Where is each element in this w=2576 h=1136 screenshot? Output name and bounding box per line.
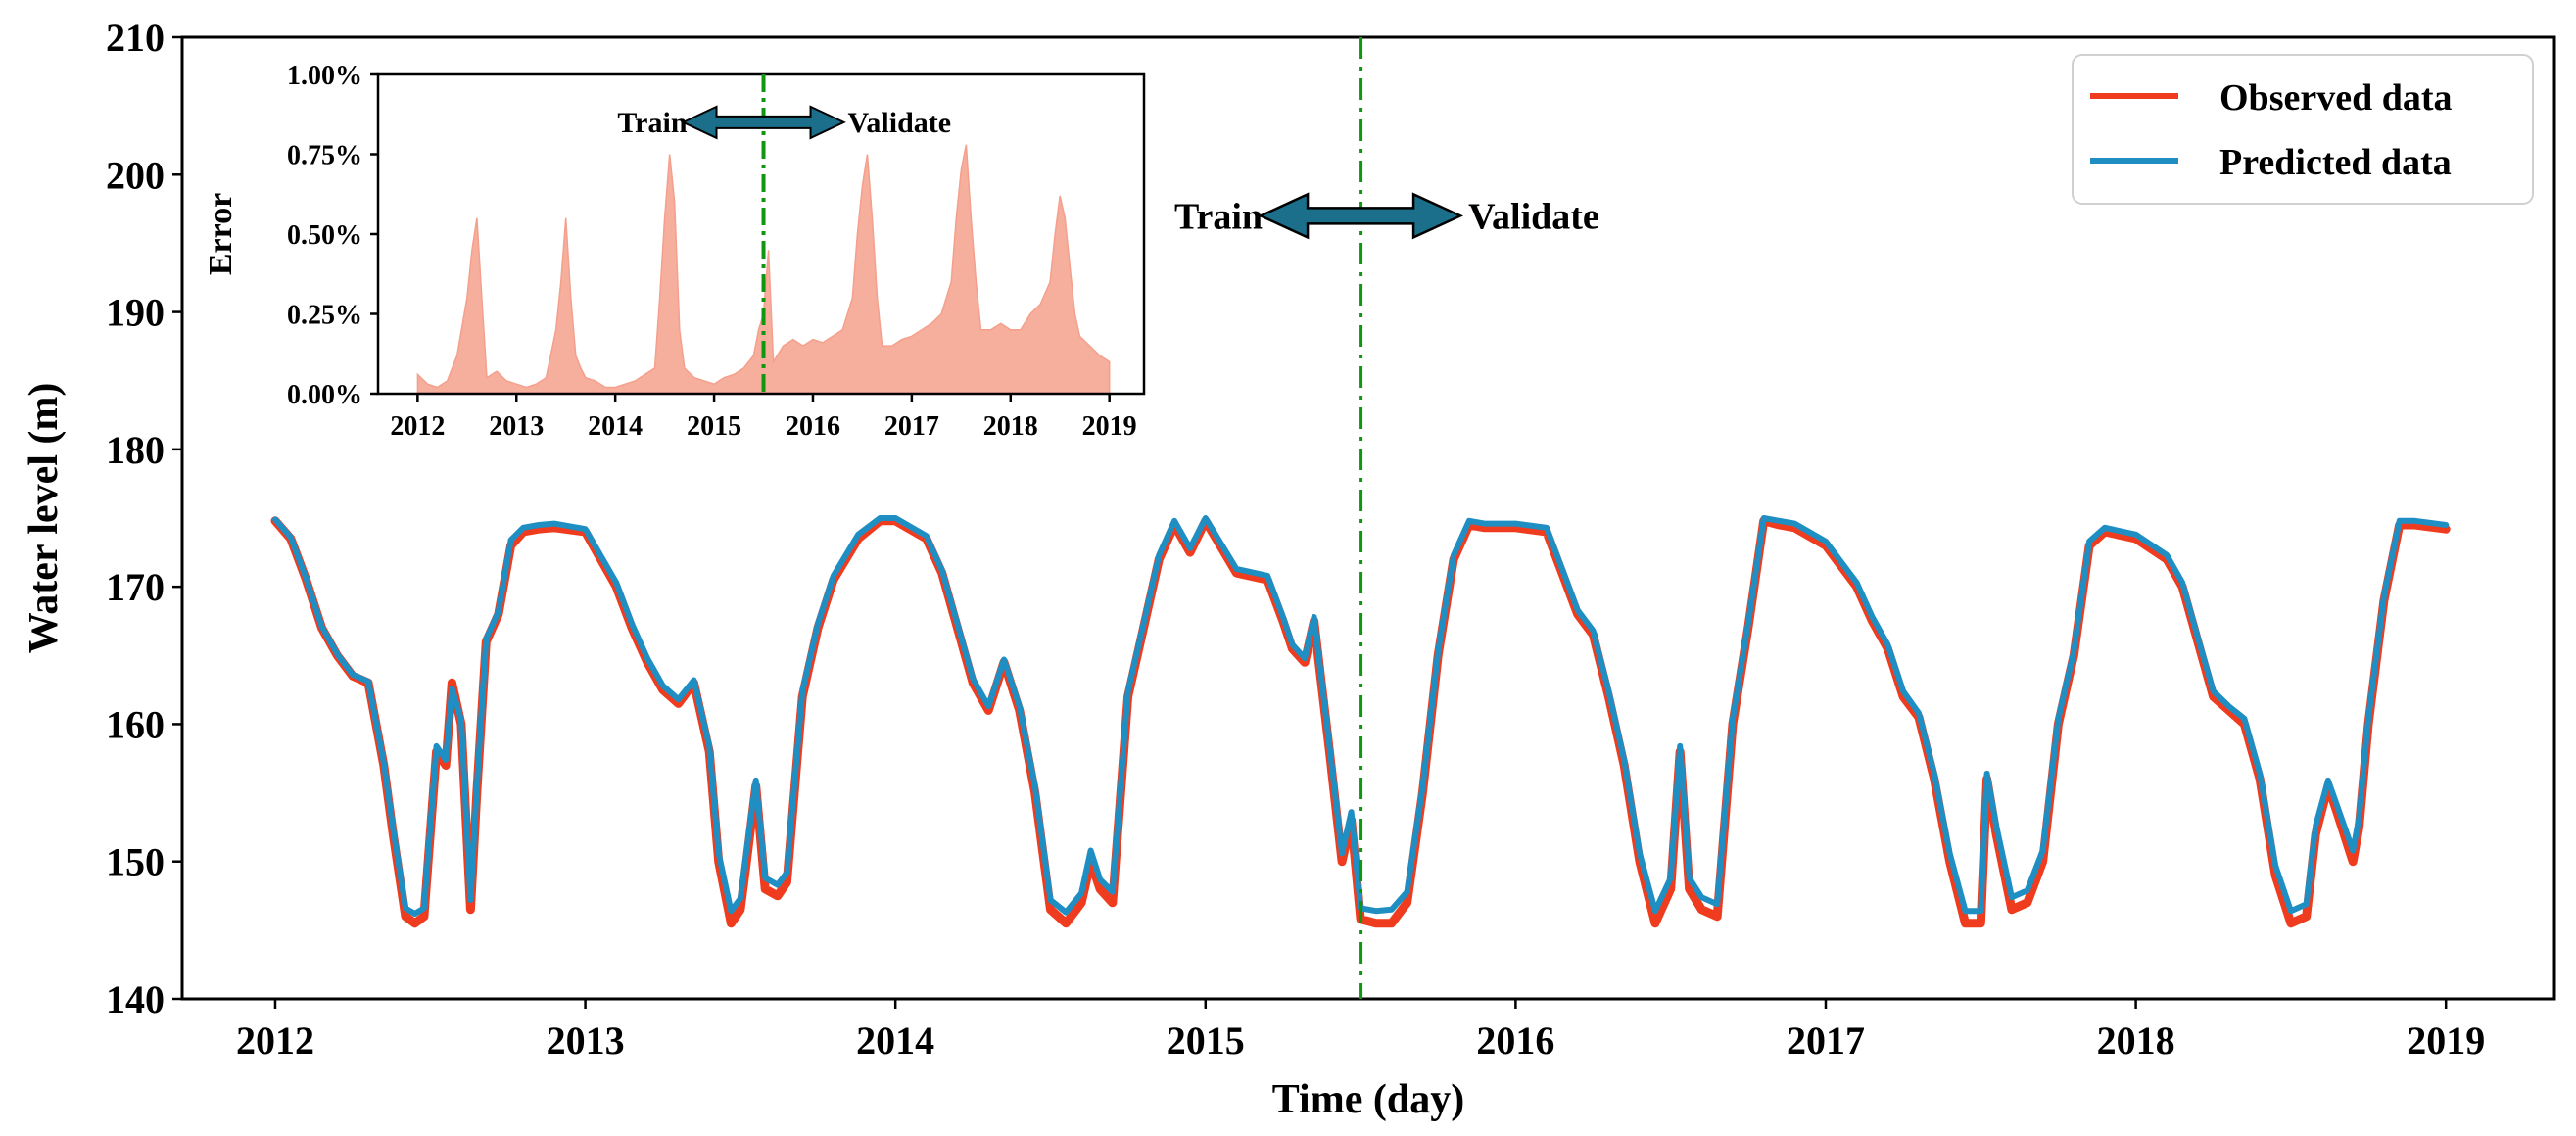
main-x-ticks: 2012 2013 2014 2015 2016 2017 2018 2019 bbox=[236, 999, 2485, 1063]
main-y-tick-label: 200 bbox=[106, 153, 165, 197]
main-plot-frame bbox=[180, 35, 2556, 1001]
main-y-tick-label: 170 bbox=[106, 565, 165, 609]
inset-error-series bbox=[416, 144, 1111, 394]
main-x-tick-label: 2019 bbox=[2407, 1018, 2485, 1063]
main-x-tick-label: 2016 bbox=[1476, 1018, 1554, 1063]
series-line-predicted bbox=[272, 515, 2450, 917]
main-x-axis-label: Time (day) bbox=[1272, 1077, 1464, 1122]
legend-label-observed: Observed data bbox=[2219, 77, 2453, 118]
error-area bbox=[416, 144, 1111, 394]
main-double-arrow bbox=[1258, 192, 1464, 240]
main-y-tick-label: 190 bbox=[106, 291, 165, 335]
inset-x-tick-label: 2012 bbox=[390, 411, 445, 442]
inset-y-tick-label: 0.75% bbox=[287, 140, 362, 170]
main-y-tick-label: 140 bbox=[106, 977, 165, 1021]
inset-x-tick-label: 2016 bbox=[786, 411, 840, 442]
main-y-tick-label: 150 bbox=[106, 840, 165, 884]
inset-y-tick-label: 0.00% bbox=[287, 380, 362, 410]
main-series-group bbox=[270, 515, 2451, 928]
inset-y-tick-label: 0.25% bbox=[287, 300, 362, 330]
main-validate-label: Validate bbox=[1468, 196, 1599, 237]
inset-x-tick-label: 2014 bbox=[588, 411, 643, 442]
main-train-label: Train bbox=[1174, 196, 1263, 237]
inset-x-tick-label: 2015 bbox=[687, 411, 741, 442]
inset-y-tick-label: 1.00% bbox=[287, 61, 362, 91]
main-x-tick-label: 2014 bbox=[856, 1018, 934, 1063]
main-y-axis-label: Water level (m) bbox=[22, 383, 67, 654]
main-x-tick-label: 2013 bbox=[547, 1018, 625, 1063]
legend-box bbox=[2072, 54, 2534, 205]
main-y-tick-label: 160 bbox=[106, 702, 165, 746]
inset-validate-label: Validate bbox=[848, 107, 952, 139]
inset-x-tick-label: 2018 bbox=[983, 411, 1038, 442]
main-x-tick-label: 2015 bbox=[1167, 1018, 1245, 1063]
inset-train-validate-annotation: Train Validate bbox=[617, 105, 952, 140]
inset-x-tick-label: 2019 bbox=[1082, 411, 1137, 442]
main-y-tick-label: 180 bbox=[106, 428, 165, 472]
main-y-ticks: 140 150 160 170 180 190 200 210 bbox=[106, 16, 182, 1021]
main-x-tick-label: 2018 bbox=[2097, 1018, 2175, 1063]
inset-train-label: Train bbox=[617, 107, 687, 139]
main-x-tick-label: 2017 bbox=[1787, 1018, 1865, 1063]
inset-error-chart: 0.00%0.25%0.50%0.75%1.00% 2012 2013 2014 20… bbox=[203, 61, 1146, 442]
inset-y-ticks: 0.00% 0.25% 0.50% 0.75% 1.00% bbox=[287, 61, 378, 410]
inset-y-tick-label: 0.50% bbox=[287, 220, 362, 251]
main-train-validate-annotation: Train Validate bbox=[1174, 192, 1599, 240]
inset-double-arrow bbox=[681, 105, 846, 140]
legend-label-predicted: Predicted data bbox=[2219, 142, 2452, 183]
legend: Observed data Predicted data bbox=[2072, 54, 2534, 205]
inset-x-tick-label: 2013 bbox=[489, 411, 544, 442]
main-y-tick-label: 210 bbox=[106, 16, 165, 60]
main-x-tick-label: 2012 bbox=[236, 1018, 314, 1063]
inset-x-tick-label: 2017 bbox=[884, 411, 939, 442]
inset-x-ticks: 2012 2013 2014 2015 2016 2017 2018 2019 bbox=[390, 394, 1137, 442]
inset-y-axis-label: Error bbox=[203, 193, 239, 275]
